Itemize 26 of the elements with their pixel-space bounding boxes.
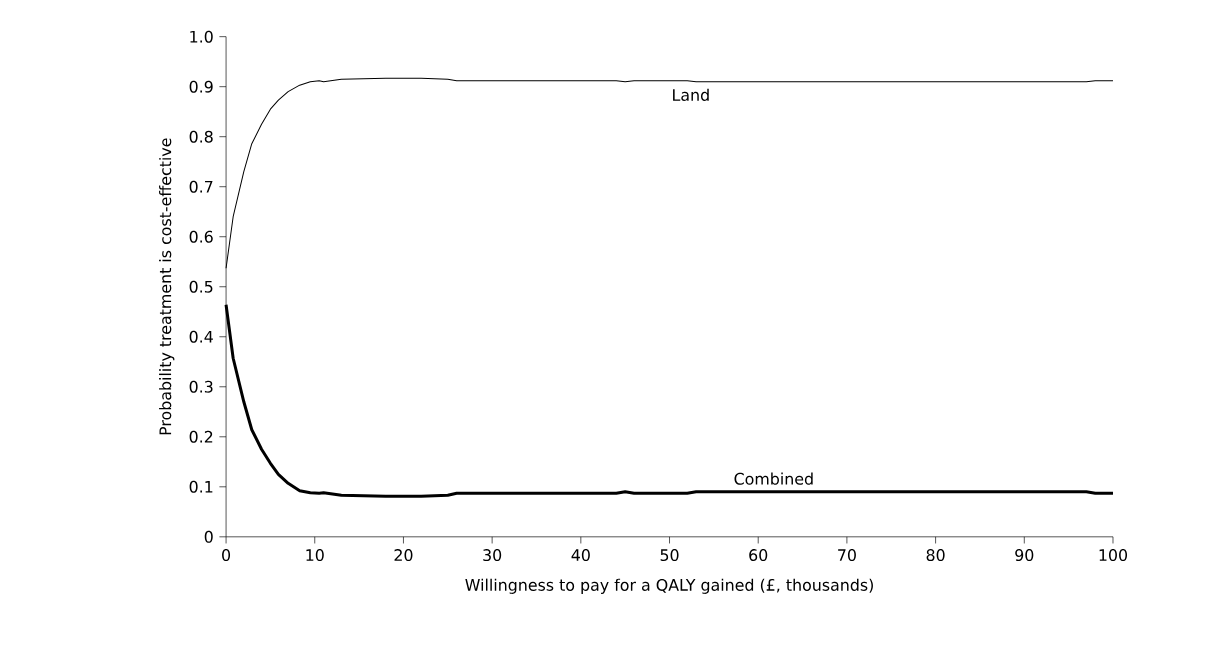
y-tick-label: 0.9 [189, 80, 213, 93]
y-tick-label: 0.8 [189, 130, 213, 143]
y-axis-title: Probability treatment is cost-effective [159, 138, 175, 435]
y-tick-label: 0.7 [189, 180, 213, 193]
x-tick-label: 0 [222, 549, 231, 562]
x-tick-label: 70 [838, 549, 856, 562]
y-tick-label: 0.3 [189, 380, 213, 393]
x-tick-label: 10 [306, 549, 324, 562]
y-tick-label: 0.4 [189, 330, 213, 343]
x-tick-label: 40 [571, 549, 590, 562]
y-tick-label: 0 [204, 530, 213, 543]
y-tick-label: 1.0 [190, 30, 213, 43]
y-tick-label: 0.5 [189, 280, 213, 293]
x-tick-label: 60 [749, 549, 768, 562]
x-tick-label: 90 [1015, 549, 1034, 562]
x-axis-title: Willingness to pay for a QALY gained (£, thousands) [465, 578, 873, 595]
y-tick-label: 0.6 [189, 230, 213, 243]
x-tick-label: 30 [483, 549, 502, 562]
series-label: Combined [734, 472, 813, 485]
series-label: Land [673, 88, 709, 102]
y-tick-label: 0.1 [189, 480, 213, 493]
x-tick-label: 80 [926, 549, 945, 562]
x-tick-label: 50 [660, 549, 679, 562]
x-tick-label: 20 [394, 549, 413, 562]
y-tick-label: 0.2 [189, 430, 213, 443]
x-tick-label: 100 [1099, 549, 1128, 562]
